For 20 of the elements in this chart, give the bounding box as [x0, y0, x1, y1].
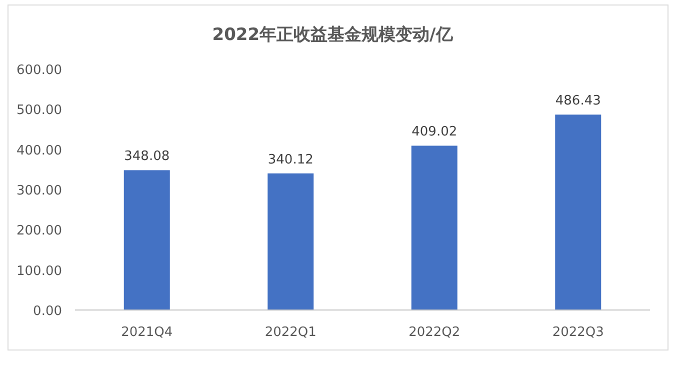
y-tick-label: 300.00	[16, 184, 62, 198]
y-tick-label: 600.00	[16, 63, 62, 78]
data-label: 348.08	[124, 149, 170, 164]
chart-title: 2022年正收益基金规模变动/亿	[212, 25, 454, 45]
data-label: 486.43	[555, 94, 601, 109]
bar	[411, 146, 458, 310]
y-tick-label: 400.00	[16, 143, 62, 158]
x-tick-label: 2022Q2	[408, 325, 460, 340]
y-tick-label: 100.00	[16, 264, 62, 279]
data-label: 409.02	[412, 124, 458, 140]
y-tick-label: 200.00	[16, 224, 62, 239]
x-tick-label: 2022Q1	[264, 325, 316, 340]
bar	[555, 114, 602, 310]
bar	[268, 173, 314, 310]
x-tick-label: 2021Q4	[121, 325, 173, 340]
bar	[124, 170, 170, 310]
x-tick-label: 2022Q3	[552, 325, 604, 340]
y-tick-label: 500.00	[16, 103, 62, 118]
y-tick-label: 0.00	[33, 304, 62, 319]
data-label: 340.12	[268, 152, 314, 168]
